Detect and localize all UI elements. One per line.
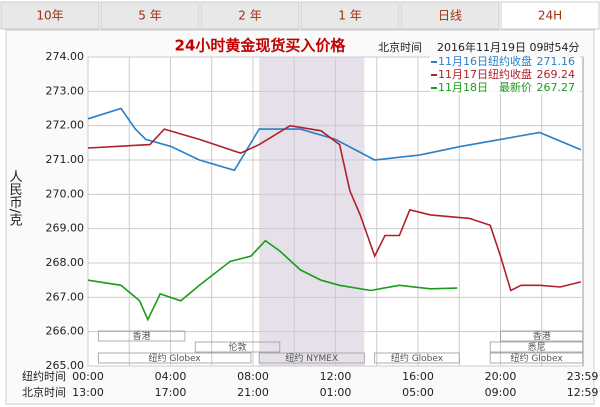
legend-label: 最新价 <box>499 80 532 94</box>
tab-label[interactable]: 5 年 <box>138 9 161 23</box>
x-tick-label: 20:00 <box>485 370 517 383</box>
x-tick-label: 16:00 <box>402 370 434 383</box>
time-zone-label: 北京时间 <box>378 40 422 54</box>
legend-label: 纽约收盘 <box>488 67 532 81</box>
y-tick-label: 267.00 <box>46 290 85 303</box>
legend-bg <box>430 82 580 94</box>
session-shade <box>259 57 365 366</box>
market-label: 纽约 Globex <box>391 352 444 364</box>
legend-name: 11月17日 <box>438 68 488 81</box>
market-box <box>489 341 584 353</box>
x2-tick-label: 05:00 <box>402 386 434 399</box>
market-box <box>97 352 252 364</box>
market-label: 伦敦 <box>229 341 247 353</box>
x-tick-label: 04:00 <box>155 370 187 383</box>
x-row-label: 北京时间 <box>22 385 66 399</box>
legend-value: 269.24 <box>537 68 576 81</box>
market-box <box>258 352 365 364</box>
y-tick-label: 274.00 <box>46 50 85 63</box>
legend-label: 纽约收盘 <box>488 54 532 68</box>
x2-tick-label: 21:00 <box>237 386 269 399</box>
x2-tick-label: 12:59 <box>567 386 599 399</box>
legend-value: 267.27 <box>537 81 576 94</box>
series-line <box>87 107 582 172</box>
timestamp: 2016年11月19日 09时54分 <box>437 40 579 54</box>
x-tick-label: 08:00 <box>237 370 269 383</box>
y-tick-label: 266.00 <box>46 325 85 338</box>
legend-value: 271.16 <box>537 55 576 68</box>
y-tick-label: 272.00 <box>46 119 85 132</box>
tab-label[interactable]: 2 年 <box>238 9 261 23</box>
market-label: 悉尼 <box>528 341 546 353</box>
tab[interactable] <box>400 1 500 30</box>
x2-tick-label: 09:00 <box>485 386 517 399</box>
market-box <box>194 341 281 353</box>
tab-label[interactable]: 10年 <box>36 9 63 23</box>
market-label: 纽约 NYMEX <box>285 352 338 364</box>
y-tick-label: 271.00 <box>46 153 85 166</box>
x2-tick-label: 13:00 <box>72 386 104 399</box>
tab-label[interactable]: 24H <box>538 9 562 23</box>
market-label: 纽约 Globex <box>148 352 201 364</box>
legend-bg <box>430 56 580 68</box>
y-tick-label: 273.00 <box>46 84 85 97</box>
y-axis-title: 人民币/克 <box>7 170 23 228</box>
legend-name: 11月16日 <box>438 55 488 68</box>
legend-bg <box>430 69 580 81</box>
y-tick-label: 268.00 <box>46 256 85 269</box>
tab[interactable] <box>0 1 100 30</box>
tab[interactable] <box>500 1 600 30</box>
tab[interactable] <box>100 1 200 30</box>
tab[interactable] <box>200 1 300 30</box>
market-label: 香港 <box>133 330 151 342</box>
tab-label[interactable]: 1 年 <box>338 9 361 23</box>
series-line <box>87 124 582 292</box>
x-tick-label: 23:59 <box>567 370 599 383</box>
x2-tick-label: 17:00 <box>155 386 187 399</box>
series-line <box>87 239 458 322</box>
x2-tick-label: 01:00 <box>320 386 352 399</box>
market-box <box>489 352 584 364</box>
market-box <box>374 352 460 364</box>
y-tick-label: 269.00 <box>46 222 85 235</box>
y-tick-label: 265.00 <box>46 359 85 372</box>
x-row-label: 纽约时间 <box>22 369 66 383</box>
x-tick-label: 00:00 <box>72 370 104 383</box>
x-tick-label: 12:00 <box>320 370 352 383</box>
tab[interactable] <box>300 1 400 30</box>
chart-title: 24小时黄金现货买入价格 <box>175 37 347 55</box>
market-box <box>500 330 584 342</box>
legend-name: 11月18日 <box>438 81 488 94</box>
market-label: 香港 <box>533 330 551 342</box>
market-box <box>97 330 186 342</box>
y-tick-label: 270.00 <box>46 187 85 200</box>
market-label: 纽约 Globex <box>510 352 563 364</box>
tab-label[interactable]: 日线 <box>438 9 462 23</box>
